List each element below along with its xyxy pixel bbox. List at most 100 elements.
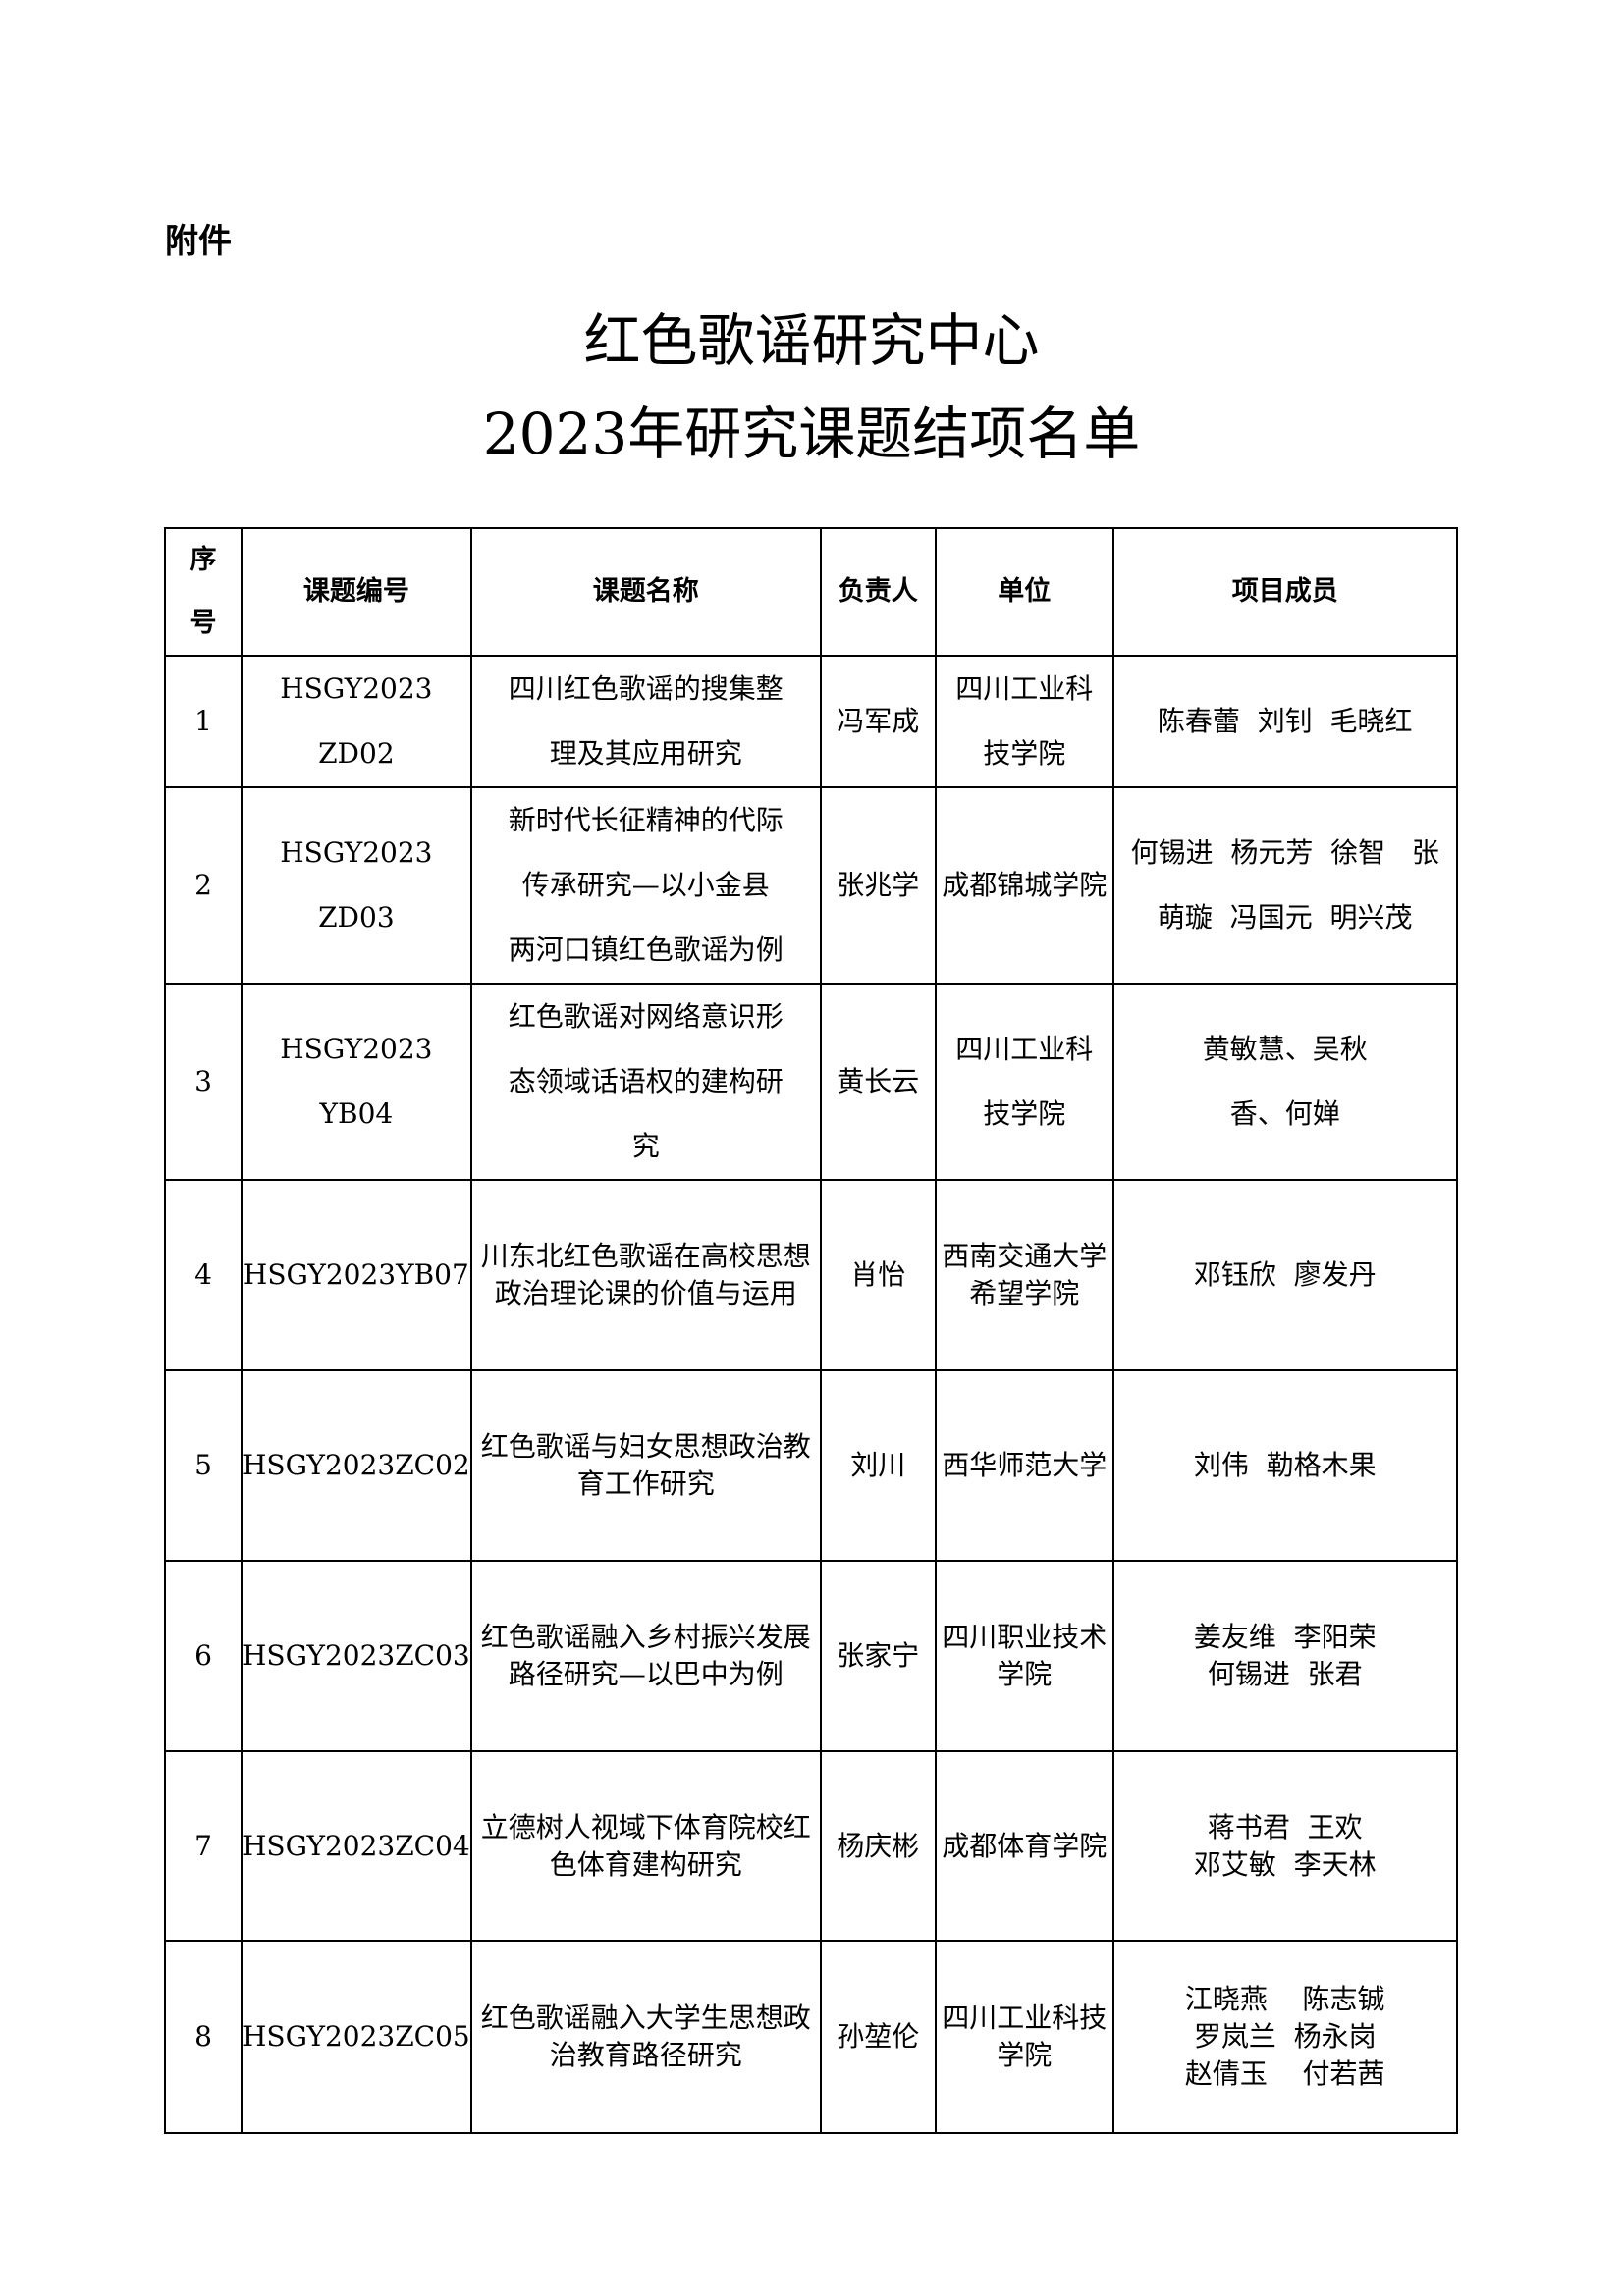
cell-line: 7 [194, 1829, 212, 1862]
cell-line: 红色歌谣融入乡村振兴发展 [480, 1621, 811, 1653]
cell-line: 四川工业科技 [942, 2002, 1108, 2034]
cell-line: 6 [194, 1639, 212, 1672]
table-cell: 红色歌谣融入大学生思想政 治教育路径研究 [469, 1940, 822, 2134]
table-cell: 7 [164, 1750, 243, 1942]
table-cell: 蒋书君 王欢 邓艾敏 李天林 [1111, 1750, 1458, 1942]
cell-line: 单位 [998, 576, 1052, 607]
cell-line: 萌璇 冯国元 明兴茂 [1157, 901, 1413, 934]
table-cell: HSGY2023ZC04 [241, 1750, 472, 1942]
table-cell: 项目成员 [1111, 527, 1458, 657]
cell-line: 张兆学 [837, 869, 920, 901]
cell-line: 究 [631, 1130, 660, 1162]
table-row: 5 HSGY2023ZC02 红色歌谣与妇女思想政治教 育工作研究 刘川 西华师范大学 刘伟… [164, 1369, 1458, 1562]
table-cell: 课题编号 [241, 527, 472, 657]
cell-line: 红色歌谣融入大学生思想政 [480, 2002, 811, 2034]
table-cell: 序号 [164, 527, 243, 657]
cell-line: 四川工业科 [955, 1033, 1094, 1065]
table-cell: 课题名称 [469, 527, 822, 657]
table-cell: 张家宁 [819, 1560, 937, 1752]
table-cell: 刘伟 勒格木果 [1111, 1369, 1458, 1562]
table-cell: 3 [164, 983, 243, 1181]
cell-line: HSGY2023ZC04 [243, 1829, 470, 1862]
cell-line: 态领域话语权的建构研 [508, 1065, 784, 1097]
cell-line: 红色歌谣对网络意识形 [508, 1000, 784, 1033]
cell-line: 技学院 [983, 737, 1066, 770]
table-cell: 姜友维 李阳荣 何锡进 张君 [1111, 1560, 1458, 1752]
table-cell: 4 [164, 1179, 243, 1371]
table-cell: 红色歌谣对网络意识形 态领域话语权的建构研究 [469, 983, 822, 1181]
header-row: 序号 课题编号 课题名称 负责人 单位 项目成员 [164, 527, 1458, 657]
cell-line: 政治理论课的价值与运用 [494, 1277, 797, 1309]
cell-line: 四川红色歌谣的搜集整 [508, 672, 784, 705]
cell-line: 江晓燕 陈志铖 [1184, 1983, 1385, 2015]
project-table: 序号 课题编号 课题名称 负责人 单位 项目成员 1 HSGY2023 ZD02 四川红色歌谣的… [164, 527, 1458, 2134]
cell-line: 川东北红色歌谣在高校思想 [480, 1240, 811, 1272]
table-cell: 杨庆彬 [819, 1750, 937, 1942]
cell-line: 西华师范大学 [942, 1449, 1108, 1481]
cell-line: 黄长云 [837, 1065, 920, 1097]
cell-line: 课题名称 [592, 576, 699, 607]
table-cell: 5 [164, 1369, 243, 1562]
table-cell: 6 [164, 1560, 243, 1752]
cell-line: HSGY2023YB07 [243, 1258, 469, 1291]
cell-line: 香、何婵 [1229, 1097, 1340, 1130]
cell-line: 张家宁 [837, 1639, 920, 1672]
title-line: 红色歌谣研究中心 [583, 307, 1040, 374]
cell-line: 负责人 [838, 576, 918, 607]
cell-line: 项目成员 [1231, 576, 1338, 607]
cell-line: 1 [194, 705, 212, 737]
cell-line: 4 [194, 1258, 212, 1291]
cell-line: 育工作研究 [576, 1468, 715, 1500]
cell-line: 红色歌谣与妇女思想政治教 [480, 1430, 811, 1463]
cell-line: HSGY2023ZC03 [243, 1639, 470, 1672]
cell-line: 蒋书君 王欢 [1207, 1810, 1363, 1843]
cell-line: 立德树人视域下体育院校红 [480, 1810, 811, 1843]
table-cell: 单位 [934, 527, 1114, 657]
table-cell: 川东北红色歌谣在高校思想 政治理论课的价值与运用 [469, 1179, 822, 1371]
cell-line: 冯军成 [837, 705, 920, 737]
table-row: 1 HSGY2023 ZD02 四川红色歌谣的搜集整 理及其应用研究 冯军成 四川工业科 技学… [164, 655, 1458, 788]
cell-line: 邓艾敏 李天林 [1193, 1847, 1377, 1881]
table-row: 3 HSGY2023 YB04 红色歌谣对网络意识形 态领域话语权的建构研究黄长云 四川工… [164, 983, 1458, 1181]
table-row: 4 HSGY2023YB07 川东北红色歌谣在高校思想 政治理论课的价值与运用 肖怡 西南… [164, 1179, 1458, 1371]
cell-line: 5 [194, 1449, 212, 1481]
table-cell: 张兆学 [819, 786, 937, 985]
cell-line: 序 [189, 545, 217, 575]
table-cell: 成都锦城学院 [934, 786, 1114, 985]
table-cell: 孙堃伦 [819, 1940, 937, 2134]
table-cell: 四川职业技术 学院 [934, 1560, 1114, 1752]
cell-line: 何锡进 杨元芳 徐智 张 [1130, 836, 1439, 869]
table-cell: 四川工业科技学院 [934, 1940, 1114, 2134]
table-cell: 刘川 [819, 1369, 937, 1562]
table-cell: 陈春蕾 刘钊 毛晓红 [1111, 655, 1458, 788]
table-cell: HSGY2023ZC05 [241, 1940, 472, 2134]
cell-line: 陈春蕾 刘钊 毛晓红 [1157, 705, 1413, 737]
cell-line: 课题编号 [302, 576, 409, 607]
table-cell: 冯军成 [819, 655, 937, 788]
cell-line: 传承研究—以小金县 [521, 869, 770, 901]
cell-line: 姜友维 李阳荣 [1193, 1621, 1377, 1653]
cell-line: 路径研究—以巴中为例 [508, 1658, 784, 1690]
cell-line: 2 [194, 869, 212, 901]
cell-line: 希望学院 [969, 1277, 1080, 1309]
cell-line: 肖怡 [850, 1258, 906, 1291]
title-line: 2023年研究课题结项名单 [482, 400, 1141, 467]
cell-line: 学院 [997, 2039, 1053, 2071]
cell-line: HSGY2023 [280, 672, 433, 705]
table-cell: 肖怡 [819, 1179, 937, 1371]
cell-line: 两河口镇红色歌谣为例 [508, 934, 784, 966]
table-row: 6 HSGY2023ZC03 红色歌谣融入乡村振兴发展 路径研究—以巴中为例 张家宁 四川… [164, 1560, 1458, 1752]
table-cell: 1 [164, 655, 243, 788]
cell-line: 四川工业科 [955, 672, 1094, 705]
table-row: 2 HSGY2023 ZD03 新时代长征精神的代际 传承研究—以小金县 两河口镇红色歌谣… [164, 786, 1458, 985]
cell-line: 成都体育学院 [942, 1829, 1108, 1862]
cell-line: HSGY2023ZC02 [243, 1449, 470, 1481]
cell-line: 罗岚兰 杨永岗 [1193, 2020, 1377, 2053]
table-cell: 黄长云 [819, 983, 937, 1181]
cell-line: 治教育路径研究 [549, 2039, 742, 2071]
table-cell: 江晓燕 陈志铖 罗岚兰 杨永岗 赵倩玉 付若茜 [1111, 1940, 1458, 2134]
cell-line: 成都锦城学院 [942, 869, 1108, 901]
cell-line: 西南交通大学 [942, 1240, 1108, 1272]
table-cell: 四川工业科技学院 [934, 655, 1114, 788]
